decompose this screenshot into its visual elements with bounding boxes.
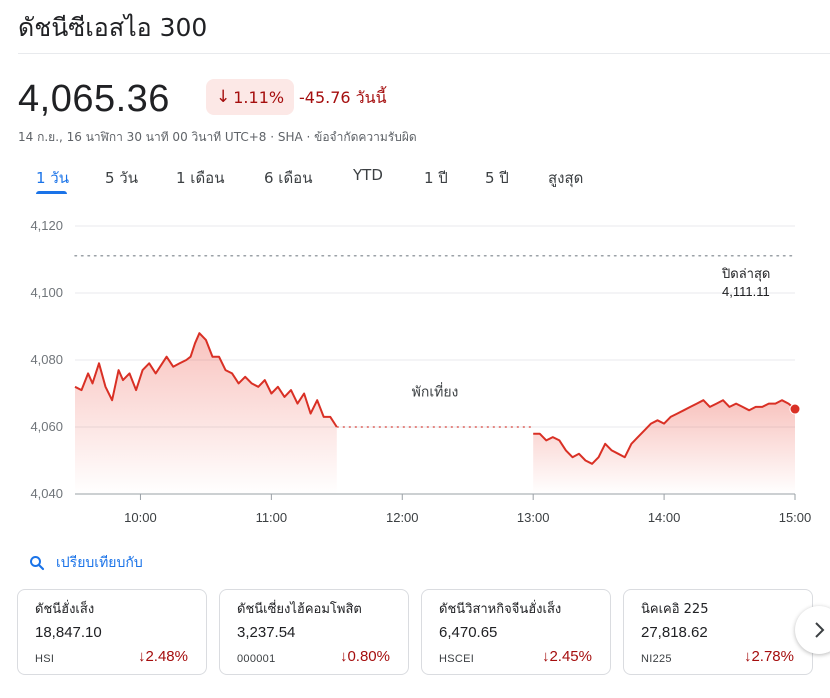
related-card-000001[interactable]: ดัชนีเซี่ยงไฮ้คอมโพสิต 3,237.54 000001 ↓… — [219, 589, 409, 675]
card-change: ↓2.45% — [542, 648, 592, 665]
tab-1-day[interactable]: 1 วัน — [36, 169, 69, 187]
arrow-down-icon: ↓ — [137, 648, 146, 665]
x-tick-label: 12:00 — [386, 510, 419, 525]
afternoon-session-area — [533, 400, 795, 494]
search-icon — [30, 556, 45, 571]
arrow-down-icon: ↓ — [339, 648, 348, 665]
x-tick-label: 10:00 — [124, 510, 157, 525]
tab-max[interactable]: สูงสุด — [548, 169, 584, 187]
card-value: 6,470.65 — [439, 624, 498, 641]
card-change-value: 2.48% — [145, 648, 188, 665]
active-tab-indicator — [36, 191, 67, 194]
card-change-value: 2.45% — [549, 648, 592, 665]
arrow-down-icon: ↓ — [541, 648, 550, 665]
previous-close-value: 4,111.11 — [722, 284, 770, 299]
change-percent-badge: ↓ 1.11% — [206, 79, 295, 115]
tab-5-years[interactable]: 5 ปี — [485, 169, 509, 187]
change-absolute: -45.76 วันนี้ — [299, 88, 387, 107]
x-tick-label: 14:00 — [648, 510, 681, 525]
related-card-ni225[interactable]: นิคเคอิ 225 27,818.62 NI225 ↓2.78% — [623, 589, 813, 675]
card-name: ดัชนีเซี่ยงไฮ้คอมโพสิต — [237, 602, 362, 617]
card-name: นิคเคอิ 225 — [641, 602, 709, 617]
card-value: 3,237.54 — [237, 624, 296, 641]
chevron-right-icon — [815, 622, 825, 638]
compare-label: เปรียบเทียบกับ — [56, 555, 143, 571]
y-tick-label: 4,080 — [30, 352, 63, 367]
y-tick-label: 4,060 — [30, 419, 63, 434]
change-percent: 1.11% — [233, 87, 285, 107]
y-tick-label: 4,040 — [30, 486, 63, 501]
price-chart[interactable]: 4,120 4,100 4,080 4,060 4,040 10:00 11:00 12:00… — [0, 210, 830, 530]
card-ticker: HSCEI — [439, 653, 475, 665]
x-tick-label: 13:00 — [517, 510, 550, 525]
y-tick-label: 4,120 — [30, 218, 63, 233]
tab-ytd[interactable]: YTD — [353, 166, 383, 184]
card-change-value: 2.78% — [751, 648, 794, 665]
tab-6-months[interactable]: 6 เดือน — [264, 169, 313, 187]
quote-meta: 14 ก.ย., 16 นาฬิกา 30 นาที 00 วินาที UTC… — [18, 130, 417, 144]
related-card-hsi[interactable]: ดัชนีฮั่งเส็ง 18,847.10 HSI ↓2.48% — [17, 589, 207, 675]
current-price-dot — [789, 403, 801, 415]
tab-1-month[interactable]: 1 เดือน — [176, 169, 225, 187]
card-change: ↓2.48% — [138, 648, 188, 665]
arrow-down-icon: ↓ — [743, 648, 752, 665]
x-tick-label: 11:00 — [256, 510, 288, 525]
card-ticker: 000001 — [237, 653, 276, 665]
card-ticker: HSI — [35, 653, 55, 665]
afternoon-session-line — [533, 399, 796, 465]
previous-close-label: ปิดล่าสุด — [721, 266, 770, 282]
card-name: ดัชนีวิสาหกิจจีนฮั่งเส็ง — [439, 602, 562, 617]
card-change: ↓0.80% — [340, 648, 390, 665]
lunch-break-label: พักเที่ยง — [412, 383, 459, 400]
compare-button[interactable]: เปรียบเทียบกับ — [28, 552, 143, 574]
current-price: 4,065.36 — [18, 78, 170, 120]
card-change-value: 0.80% — [347, 648, 390, 665]
x-tick-label: 15:00 — [779, 510, 812, 525]
card-ticker: NI225 — [641, 653, 672, 665]
morning-session-line — [74, 332, 338, 428]
card-name: ดัชนีฮั่งเส็ง — [35, 602, 95, 617]
card-change: ↓2.78% — [744, 648, 794, 665]
title-divider — [18, 53, 830, 54]
page-title: ดัชนีซีเอสไอ 300 — [18, 13, 208, 42]
related-card-hscei[interactable]: ดัชนีวิสาหกิจจีนฮั่งเส็ง 6,470.65 HSCEI … — [421, 589, 611, 675]
card-value: 18,847.10 — [35, 624, 102, 641]
morning-session-area — [75, 333, 337, 494]
tab-5-days[interactable]: 5 วัน — [105, 169, 138, 187]
arrow-down-icon: ↓ — [216, 87, 231, 107]
tab-1-year[interactable]: 1 ปี — [424, 169, 448, 187]
y-tick-label: 4,100 — [30, 285, 63, 300]
next-cards-button[interactable] — [795, 606, 830, 654]
card-value: 27,818.62 — [641, 624, 708, 641]
